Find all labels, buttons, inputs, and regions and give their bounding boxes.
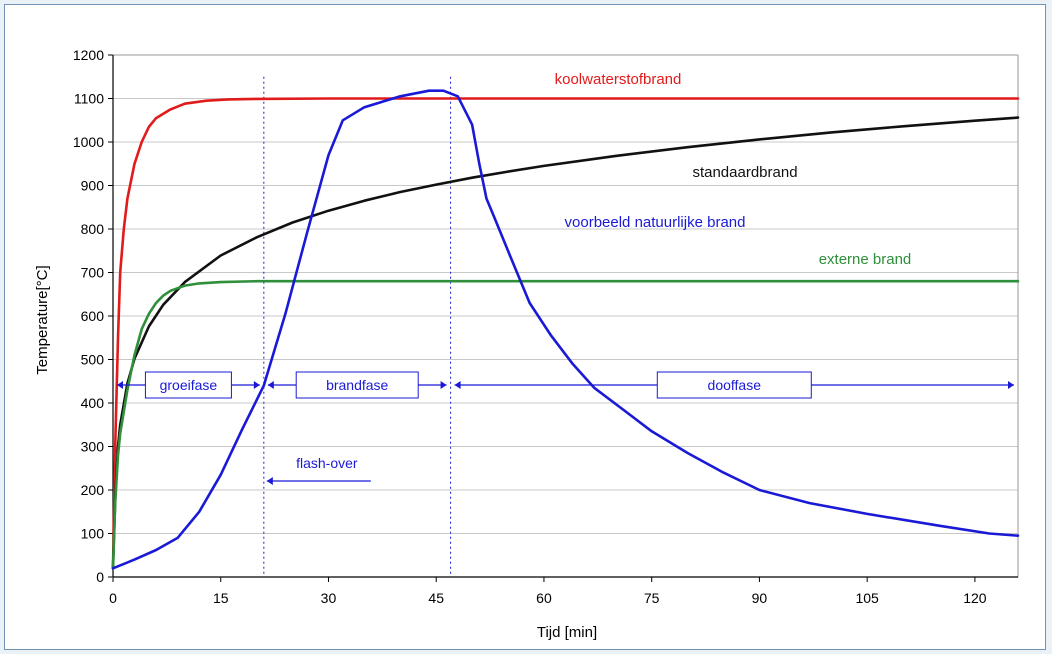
y-axis-title: Temperature[°C] <box>34 265 51 374</box>
x-tick-label: 45 <box>428 590 444 606</box>
phase-label-brandfase: brandfase <box>326 377 388 393</box>
phase-label-box <box>295 371 419 399</box>
arrowhead <box>454 381 461 389</box>
series-line-koolwaterstofbrand <box>111 97 1020 570</box>
phase-divider-layer <box>263 76 452 577</box>
y-tick-label: 100 <box>81 526 105 542</box>
series-label-voorbeeld-natuurlijke-brand: voorbeeld natuurlijke brand <box>565 214 746 231</box>
x-tick-label: 90 <box>752 590 768 606</box>
arrowhead <box>117 381 123 389</box>
x-tick-label: 30 <box>321 590 337 606</box>
x-tick-label: 60 <box>536 590 552 606</box>
grid-layer <box>113 54 1018 578</box>
series-line-externe-brand <box>111 279 1020 570</box>
arrowhead <box>1008 381 1014 389</box>
series-label-koolwaterstofbrand: koolwaterstofbrand <box>555 71 682 88</box>
series-label-standaardbrand: standaardbrand <box>692 164 797 181</box>
arrowhead <box>253 381 260 389</box>
x-tick-label: 75 <box>644 590 660 606</box>
y-tick-label: 0 <box>96 569 104 585</box>
x-axis-title: Tijd [min] <box>537 624 597 641</box>
x-tick-label: 105 <box>855 590 879 606</box>
axes-layer: 0100200300400500600700800900100011001200… <box>73 47 1019 606</box>
y-tick-label: 500 <box>81 352 105 368</box>
series-line-voorbeeld-natuurlijke-brand <box>111 89 1020 570</box>
phase-label-groeifase: groeifase <box>160 377 218 393</box>
phase-label-box <box>656 371 812 399</box>
x-tick-label: 0 <box>109 590 117 606</box>
x-tick-label: 120 <box>963 590 987 606</box>
y-tick-label: 800 <box>81 221 105 237</box>
y-tick-label: 200 <box>81 482 105 498</box>
y-tick-label: 900 <box>81 178 105 194</box>
chart-frame: 0 100 200 300 400 500 600 700 800 900 1000 1100 1200… <box>4 4 1046 650</box>
y-tick-label: 1000 <box>73 134 104 150</box>
series-label-externe-brand: externe brand <box>819 251 912 268</box>
fire-temperature-chart: 0100200300400500600700800900100011001200… <box>34 47 1020 641</box>
annotation-layer: groeifase brandfase dooffase flash-over <box>117 371 1014 485</box>
series-label-layer: koolwaterstofbrand standaardbrand externe … <box>555 71 912 268</box>
phase-label-box <box>144 371 232 399</box>
arrowhead <box>266 477 273 485</box>
flashover-label: flash-over <box>296 455 358 471</box>
y-tick-label: 300 <box>81 439 105 455</box>
y-tick-label: 700 <box>81 265 105 281</box>
series-layer <box>111 89 1020 570</box>
y-tick-label: 1100 <box>74 91 104 107</box>
x-tick-label: 15 <box>213 590 229 606</box>
arrowhead <box>440 381 447 389</box>
y-tick-label: 600 <box>81 308 105 324</box>
phase-label-dooffase: dooffase <box>708 377 762 393</box>
y-tick-label: 400 <box>81 395 105 411</box>
arrowhead <box>267 381 274 389</box>
y-tick-label: 1200 <box>73 47 104 63</box>
